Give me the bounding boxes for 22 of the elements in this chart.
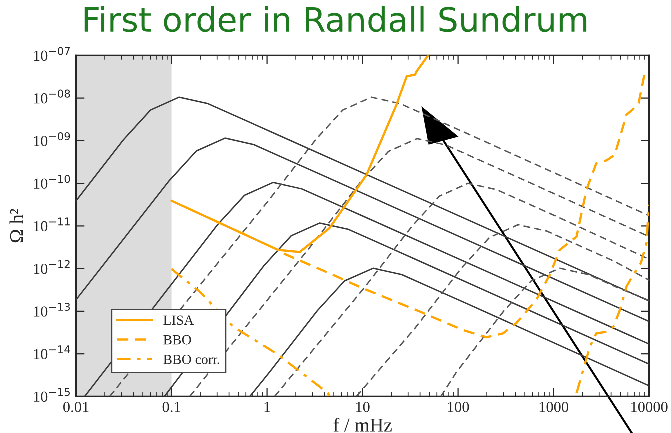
chart-title: First order in Randall Sundrum (84, 6, 587, 32)
y-axis-title: Ω h² (10, 209, 24, 243)
y-tick-label: 10$^{−12}$ (34, 260, 70, 274)
y-tick-label: 10$^{−09}$ (34, 132, 70, 146)
x-tick-label: 1 (264, 402, 270, 412)
x-tick-label: 0.01 (64, 402, 89, 412)
x-tick-label: 100 (448, 402, 470, 412)
legend-label: LISA (164, 316, 194, 326)
y-tick-label: 10$^{−07}$ (34, 47, 70, 62)
y-tick-label: 10$^{−08}$ (34, 90, 70, 104)
x-tick-label: 10000 (632, 402, 668, 412)
y-tick-label: 10$^{−15}$ (34, 388, 70, 402)
legend-label: BBO (164, 335, 192, 345)
y-tick-label: 10$^{−13}$ (34, 302, 70, 317)
x-tick-label: 10 (356, 402, 370, 412)
y-tick-label: 10$^{−14}$ (34, 346, 70, 360)
y-tick-label: 10$^{−10}$ (34, 175, 70, 190)
y-tick-label: 10$^{−11}$ (34, 218, 70, 232)
x-axis-title: f / mHz (334, 418, 392, 432)
x-tick-label: 1000 (540, 402, 569, 412)
x-tick-label: 0.1 (162, 402, 180, 412)
legend-label: BBO corr. (164, 355, 220, 364)
